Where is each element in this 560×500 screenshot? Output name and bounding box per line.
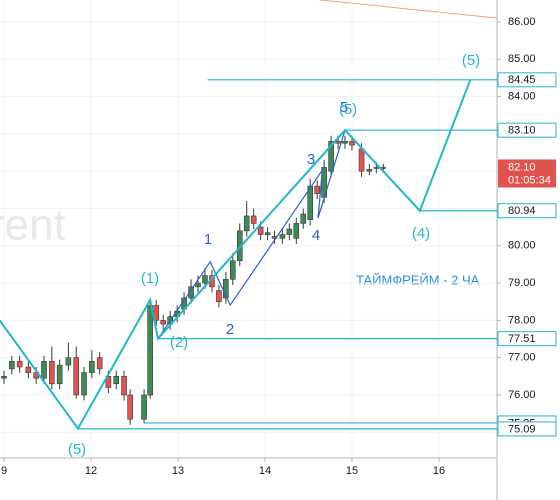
wave-label: (1) xyxy=(141,270,159,287)
candle-body xyxy=(147,305,153,396)
candle-body xyxy=(250,215,257,224)
candle-body xyxy=(373,167,380,169)
watermark: rent xyxy=(0,201,66,250)
x-tick-label: 13 xyxy=(172,465,184,477)
x-tick-label: 16 xyxy=(433,465,445,477)
price-box-label: 84.45 xyxy=(508,74,536,86)
y-tick-label: 77.00 xyxy=(508,352,536,364)
candle-body xyxy=(195,282,201,288)
candle-body xyxy=(216,290,222,303)
wave-label: (5) xyxy=(339,101,357,118)
candle-body xyxy=(121,376,127,396)
candle-body xyxy=(65,357,72,366)
candle-body xyxy=(160,320,167,325)
candle-body xyxy=(73,357,80,396)
x-tick-label: 15 xyxy=(346,465,358,477)
candle-body xyxy=(342,141,348,144)
wave-label: (5) xyxy=(68,441,86,458)
candle-body xyxy=(96,357,103,370)
candle-body xyxy=(202,275,208,284)
candle-body xyxy=(257,226,264,235)
candle-body xyxy=(335,141,341,144)
countdown: 01:05:34 xyxy=(508,174,551,186)
y-tick-label: 79.00 xyxy=(508,277,536,289)
candle-body xyxy=(293,223,300,239)
candle-body xyxy=(41,361,47,379)
last-price-label: 82.10 xyxy=(508,161,536,173)
price-box xyxy=(497,122,557,138)
price-box xyxy=(497,72,557,88)
candle-body xyxy=(188,286,194,299)
y-tick-label: 86.00 xyxy=(508,16,536,28)
candle-body xyxy=(229,260,236,280)
x-tick-label: 14 xyxy=(259,465,271,477)
candle-body xyxy=(223,279,229,299)
wave-label: 5 xyxy=(340,99,348,116)
candle-body xyxy=(300,213,307,224)
candle-body xyxy=(349,141,355,146)
wave-label: 4 xyxy=(312,227,320,244)
price-box xyxy=(497,421,557,437)
wave-label: (5) xyxy=(462,52,480,69)
wave-label: 2 xyxy=(226,321,234,338)
candle-body xyxy=(9,361,15,370)
candle-body xyxy=(264,232,271,235)
candle-body xyxy=(49,361,55,385)
price-box-label: 75.09 xyxy=(508,423,536,435)
y-tick-label: 76.00 xyxy=(508,389,536,401)
candle-body xyxy=(81,372,87,396)
x-tick-label: 9 xyxy=(1,465,7,477)
wave-label: 1 xyxy=(204,231,212,248)
candle-body xyxy=(243,215,250,232)
candle-body xyxy=(1,376,7,379)
price-box-label: 83.10 xyxy=(508,125,536,137)
wave-line xyxy=(0,79,472,431)
wave-label: 3 xyxy=(307,151,315,168)
candle-body xyxy=(279,234,286,239)
candle-body xyxy=(307,185,314,220)
candle-body xyxy=(366,169,373,172)
candle-body xyxy=(328,141,334,172)
candle-body xyxy=(127,394,133,420)
price-box xyxy=(497,331,557,347)
candle-body xyxy=(16,361,23,368)
candle-body xyxy=(358,148,365,172)
y-tick-label: 84.00 xyxy=(508,91,536,103)
candle-body xyxy=(314,185,320,194)
y-tick-label: 78.00 xyxy=(508,314,536,326)
x-tick-label: 12 xyxy=(85,465,97,477)
wave-label: (2) xyxy=(170,334,188,351)
wave-label: (4) xyxy=(412,225,430,242)
y-tick-label: 85.00 xyxy=(508,53,536,65)
candle-body xyxy=(89,361,95,373)
trend-line xyxy=(319,0,498,19)
candle-body xyxy=(105,376,112,388)
candle-body xyxy=(56,364,63,385)
y-tick-label: 80.00 xyxy=(508,240,536,252)
last-price-box xyxy=(498,159,556,188)
price-box-label: 77.51 xyxy=(508,333,536,345)
candle-body xyxy=(141,394,147,420)
price-box xyxy=(497,203,557,219)
price-box-label: 80.94 xyxy=(508,205,536,217)
candle-body xyxy=(25,366,32,373)
candle-body xyxy=(286,228,293,235)
timeframe-note: ТАЙМФРЕЙМ - 2 ЧА xyxy=(356,272,480,287)
subwave-line xyxy=(157,129,346,339)
candle-body xyxy=(113,376,120,385)
